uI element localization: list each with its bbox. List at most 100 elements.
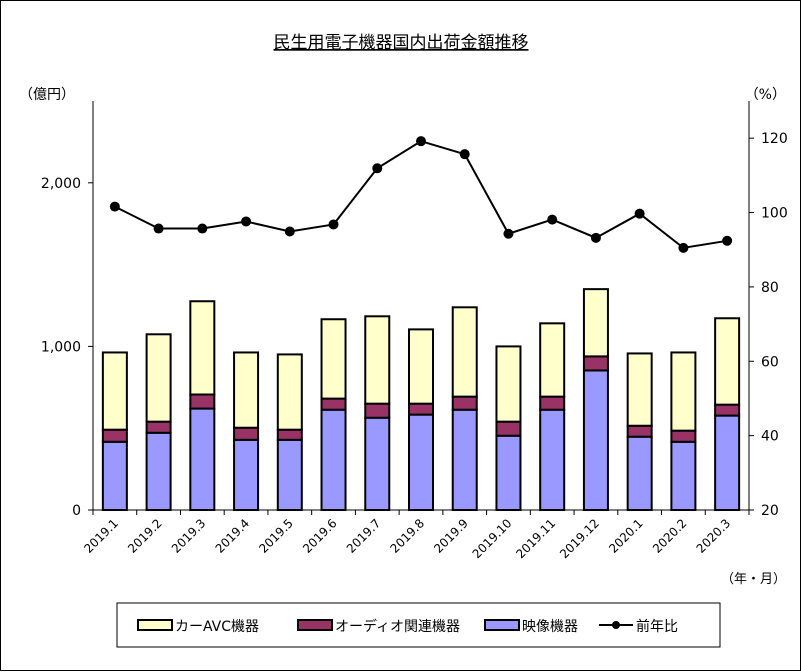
bar-カーAVC機器 (145, 333, 172, 423)
bar-オーディオ関連機器 (670, 429, 697, 443)
legend-label: カーAVC機器 (175, 619, 259, 635)
x-tick-label: 2020.2 (650, 516, 690, 556)
bar-映像機器 (408, 413, 434, 511)
yoy-point (284, 226, 295, 237)
bar-オーディオ関連機器 (364, 402, 391, 419)
yoy-point (722, 235, 733, 246)
right-axis-unit: （%） (745, 87, 786, 103)
legend-label: 映像機器 (522, 619, 578, 635)
x-tick-label: 2019.2 (125, 516, 165, 556)
bar-オーディオ関連機器 (626, 424, 653, 438)
yoy-point (372, 163, 383, 174)
bar-カーAVC機器 (495, 345, 522, 423)
bar-映像機器 (233, 438, 260, 512)
bar-オーディオ関連機器 (495, 420, 522, 437)
bar-オーディオ関連機器 (408, 402, 434, 416)
bar-カーAVC機器 (714, 317, 741, 406)
legend: カーAVC機器 オーディオ関連機器 映像機器 前年比 (116, 602, 721, 648)
bar-映像機器 (101, 440, 128, 512)
x-tick-label: 2019.8 (388, 516, 428, 556)
x-tick-label: 2019.9 (431, 516, 471, 556)
bar-映像機器 (320, 408, 347, 511)
yoy-point (328, 219, 339, 230)
x-tick-label: 2019.6 (300, 516, 340, 556)
bar-オーディオ関連機器 (714, 403, 741, 417)
yoy-point (503, 228, 514, 239)
left-tick-label: 0 (72, 503, 81, 519)
yoy-line (114, 140, 728, 249)
legend-label: 前年比 (636, 618, 678, 635)
yoy-point (459, 149, 470, 160)
bar-カーAVC機器 (101, 351, 128, 431)
legend-swatch (137, 619, 173, 631)
chart-title: 民生用電子機器国内出荷金額推移 (274, 33, 529, 53)
x-tick-label: 2019.4 (213, 516, 253, 556)
left-axis-unit: （億円） (19, 87, 75, 103)
yoy-point (590, 232, 601, 243)
x-tick-label: 2019.11 (513, 516, 558, 561)
bar-オーディオ関連機器 (582, 355, 609, 372)
bar-カーAVC機器 (670, 351, 697, 432)
x-tick-label: 2020.1 (606, 516, 646, 556)
yoy-point (153, 223, 164, 234)
x-tick-label: 2019.1 (81, 516, 121, 556)
right-tick-label: 60 (761, 354, 779, 370)
legend-swatch (484, 619, 520, 631)
right-tick-label: 40 (761, 429, 779, 445)
bar-カーAVC機器 (582, 288, 609, 358)
bar-カーAVC機器 (408, 328, 434, 405)
bar-映像機器 (145, 431, 172, 511)
yoy-point (634, 208, 645, 219)
bar-映像機器 (582, 369, 609, 511)
yoy-point (416, 136, 426, 147)
right-tick-label: 20 (761, 503, 779, 519)
x-axis-unit: （年・月） (721, 572, 786, 587)
bar-映像機器 (189, 407, 216, 511)
bar-カーAVC機器 (364, 315, 391, 405)
bar-映像機器 (495, 434, 522, 511)
bar-オーディオ関連機器 (101, 428, 128, 443)
yoy-point (197, 223, 208, 234)
bar-映像機器 (364, 416, 391, 512)
bar-オーディオ関連機器 (233, 426, 260, 441)
right-tick-label: 100 (761, 206, 788, 222)
bar-オーディオ関連機器 (320, 397, 347, 411)
bar-映像機器 (276, 438, 303, 512)
bar-映像機器 (626, 435, 653, 512)
x-tick-label: 2019.10 (470, 516, 515, 561)
bar-カーAVC機器 (189, 300, 216, 396)
x-tick-label: 2019.12 (557, 516, 602, 561)
left-tick-label: 2,000 (41, 176, 81, 192)
bar-カーAVC機器 (320, 318, 347, 400)
right-tick-label: 80 (761, 280, 779, 296)
x-tick-label: 2020.3 (694, 516, 734, 556)
legend-label: オーディオ関連機器 (335, 618, 460, 635)
bar-オーディオ関連機器 (451, 395, 478, 411)
bar-オーディオ関連機器 (189, 393, 216, 410)
yoy-point (109, 201, 120, 212)
bar-オーディオ関連機器 (145, 420, 172, 434)
x-tick-label: 2019.3 (169, 516, 209, 556)
bar-カーAVC機器 (276, 353, 303, 431)
x-tick-label: 2019.5 (256, 516, 296, 556)
legend-point-swatch (612, 621, 620, 629)
yoy-point (241, 216, 252, 227)
x-tick-label: 2019.7 (344, 516, 384, 556)
bar-カーAVC機器 (233, 351, 260, 429)
bar-映像機器 (539, 408, 566, 511)
bar-映像機器 (451, 408, 478, 511)
bar-オーディオ関連機器 (539, 395, 566, 411)
bar-カーAVC機器 (451, 306, 478, 398)
bar-映像機器 (714, 414, 741, 512)
yoy-point (547, 214, 558, 225)
bar-映像機器 (670, 440, 697, 512)
yoy-point (678, 242, 689, 253)
bar-カーAVC機器 (539, 322, 566, 398)
right-tick-label: 120 (761, 131, 788, 147)
left-tick-label: 1,000 (41, 339, 81, 355)
bar-オーディオ関連機器 (276, 428, 303, 441)
bar-カーAVC機器 (626, 352, 653, 427)
legend-swatch (297, 619, 333, 631)
